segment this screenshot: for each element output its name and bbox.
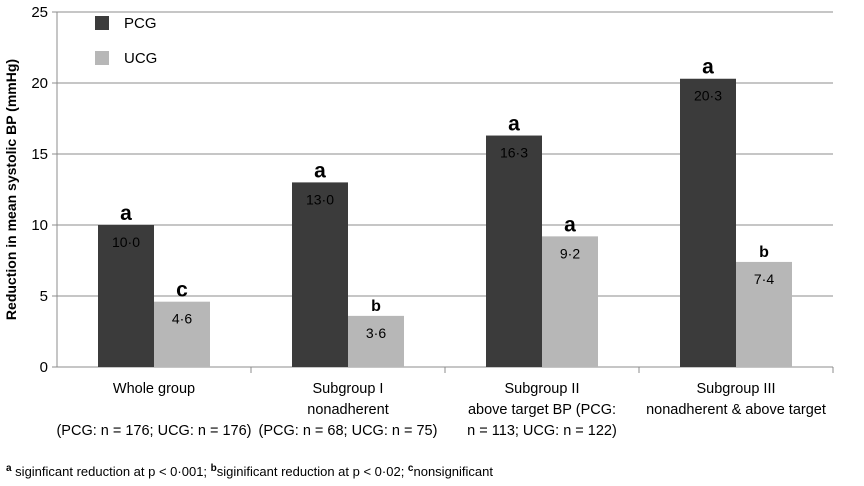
bar-value-label: 3·6 <box>366 325 386 341</box>
category-sub: above target BP (PCG: <box>467 402 617 418</box>
category-sub-empty <box>54 400 254 421</box>
bar-pcg <box>680 78 736 368</box>
category-subgroup-3-label: Subgroup III nonadherent & above target <box>636 379 836 421</box>
bar-value-label: 13·0 <box>306 191 334 207</box>
y-tick-label: 15 <box>31 146 48 163</box>
y-tick-label: 25 <box>31 4 48 21</box>
bar-ucg <box>542 236 598 367</box>
category-n: n = 113; UCG: n = 122) <box>467 423 617 439</box>
significance-letter: a <box>508 113 520 136</box>
bar-value-label: 16·3 <box>500 145 528 161</box>
category-name: Whole group <box>112 381 196 397</box>
category-whole-group-label: Whole group (PCG: n = 176; UCG: n = 176) <box>54 379 254 442</box>
bar-ucg <box>348 315 404 367</box>
footnote-text-a: siginficant reduction at p < 0·001; <box>11 464 211 479</box>
bar-value-label: 10·0 <box>112 234 140 250</box>
category-n: (PCG: n = 176; UCG: n = 176) <box>56 423 252 439</box>
significance-letter: a <box>120 202 132 225</box>
y-tick-label: 5 <box>40 288 48 305</box>
category-name: Subgroup III <box>696 381 776 397</box>
y-tick-label: 0 <box>40 359 48 376</box>
bar-pcg <box>292 182 348 367</box>
category-subgroup-1-label: Subgroup I nonadherent (PCG: n = 68; UCG… <box>248 379 448 442</box>
significance-letter: a <box>702 56 714 79</box>
bar-value-label: 7·4 <box>754 271 774 287</box>
footnote-text-b: siginificant reduction at p < 0·02; <box>216 464 408 479</box>
significance-letter: b <box>371 298 381 315</box>
category-sub: nonadherent & above target <box>646 402 826 418</box>
bar-value-label: 4·6 <box>172 311 192 327</box>
category-name: Subgroup I <box>312 381 384 397</box>
category-subgroup-2-label: Subgroup II above target BP (PCG: n = 11… <box>442 379 642 442</box>
legend-swatch-ucg <box>95 51 109 65</box>
legend-swatch-pcg <box>95 16 109 30</box>
legend-label-ucg: UCG <box>124 50 157 67</box>
significance-footnote: a siginficant reduction at p < 0·001; bs… <box>6 463 493 479</box>
category-sub: nonadherent <box>307 402 389 418</box>
y-tick-label: 10 <box>31 217 48 234</box>
footnote-key-c: c <box>407 463 414 474</box>
footnote-key-a: a <box>6 463 12 474</box>
footnote-text-c: nonsignificant <box>413 464 493 479</box>
bar-ucg <box>736 261 792 367</box>
category-name: Subgroup II <box>504 381 580 397</box>
significance-letter: b <box>759 244 769 261</box>
footnote-key-b: b <box>210 463 217 474</box>
category-n: (PCG: n = 68; UCG: n = 75) <box>258 423 438 439</box>
y-axis-title: Reduction in mean systolic BP (mmHg) <box>3 59 19 320</box>
bar-pcg <box>98 225 154 367</box>
bar-value-label: 20·3 <box>694 88 722 104</box>
y-tick-label: 20 <box>31 75 48 92</box>
significance-letter: a <box>564 213 576 236</box>
significance-letter: a <box>314 159 326 182</box>
bar-ucg <box>154 301 210 367</box>
legend-label-pcg: PCG <box>124 15 157 32</box>
bar-pcg <box>486 135 542 367</box>
bar-value-label: 9·2 <box>560 245 580 261</box>
significance-letter: c <box>176 279 188 302</box>
